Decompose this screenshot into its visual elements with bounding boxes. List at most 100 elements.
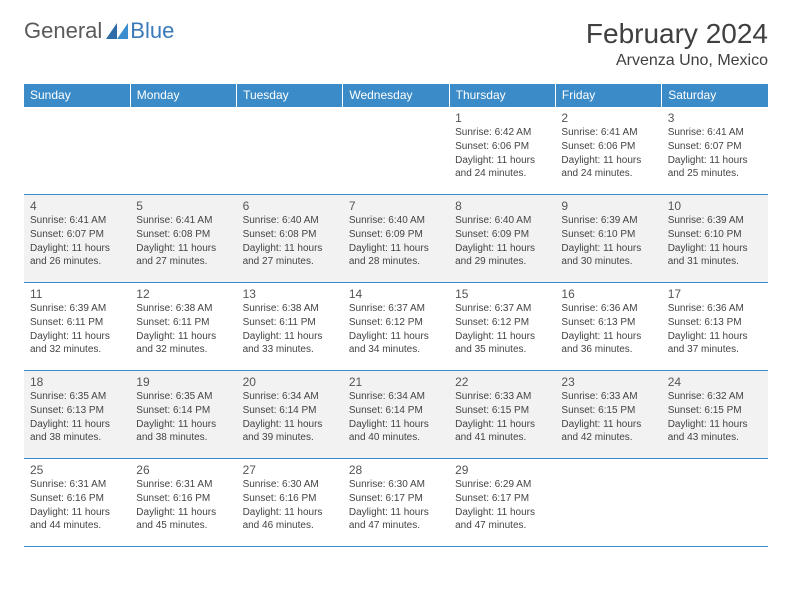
- day-number: 15: [455, 287, 549, 301]
- sunrise-text: Sunrise: 6:32 AM: [668, 390, 762, 403]
- weekday-header-row: Sunday Monday Tuesday Wednesday Thursday…: [24, 84, 768, 107]
- weekday-header: Thursday: [449, 84, 555, 107]
- sunrise-text: Sunrise: 6:33 AM: [561, 390, 655, 403]
- day-number: 20: [243, 375, 337, 389]
- calendar-cell: 6Sunrise: 6:40 AMSunset: 6:08 PMDaylight…: [237, 195, 343, 283]
- sunrise-text: Sunrise: 6:40 AM: [349, 214, 443, 227]
- daylight-text: Daylight: 11 hours and 27 minutes.: [136, 242, 230, 268]
- page-title: February 2024: [586, 18, 768, 50]
- calendar-cell: [130, 107, 236, 195]
- calendar-cell: [555, 459, 661, 547]
- day-number: 29: [455, 463, 549, 477]
- title-block: February 2024 Arvenza Uno, Mexico: [586, 18, 768, 70]
- daylight-text: Daylight: 11 hours and 24 minutes.: [561, 154, 655, 180]
- weekday-header: Sunday: [24, 84, 130, 107]
- calendar-cell: 17Sunrise: 6:36 AMSunset: 6:13 PMDayligh…: [662, 283, 768, 371]
- day-number: 25: [30, 463, 124, 477]
- sunrise-text: Sunrise: 6:36 AM: [561, 302, 655, 315]
- calendar-cell: [662, 459, 768, 547]
- daylight-text: Daylight: 11 hours and 37 minutes.: [668, 330, 762, 356]
- daylight-text: Daylight: 11 hours and 34 minutes.: [349, 330, 443, 356]
- daylight-text: Daylight: 11 hours and 27 minutes.: [243, 242, 337, 268]
- calendar-cell: 8Sunrise: 6:40 AMSunset: 6:09 PMDaylight…: [449, 195, 555, 283]
- sunrise-text: Sunrise: 6:34 AM: [243, 390, 337, 403]
- calendar-cell: 18Sunrise: 6:35 AMSunset: 6:13 PMDayligh…: [24, 371, 130, 459]
- day-number: 4: [30, 199, 124, 213]
- sunrise-text: Sunrise: 6:35 AM: [136, 390, 230, 403]
- calendar-cell: 21Sunrise: 6:34 AMSunset: 6:14 PMDayligh…: [343, 371, 449, 459]
- weekday-header: Tuesday: [237, 84, 343, 107]
- sunset-text: Sunset: 6:15 PM: [668, 404, 762, 417]
- weekday-header: Friday: [555, 84, 661, 107]
- weekday-header: Saturday: [662, 84, 768, 107]
- day-number: 27: [243, 463, 337, 477]
- sunset-text: Sunset: 6:08 PM: [243, 228, 337, 241]
- sunrise-text: Sunrise: 6:35 AM: [30, 390, 124, 403]
- calendar-cell: 25Sunrise: 6:31 AMSunset: 6:16 PMDayligh…: [24, 459, 130, 547]
- calendar-cell: 12Sunrise: 6:38 AMSunset: 6:11 PMDayligh…: [130, 283, 236, 371]
- calendar-cell: 22Sunrise: 6:33 AMSunset: 6:15 PMDayligh…: [449, 371, 555, 459]
- brand-part1: General: [24, 18, 102, 44]
- daylight-text: Daylight: 11 hours and 47 minutes.: [455, 506, 549, 532]
- sunrise-text: Sunrise: 6:41 AM: [136, 214, 230, 227]
- sunrise-text: Sunrise: 6:38 AM: [243, 302, 337, 315]
- calendar-cell: [237, 107, 343, 195]
- sunrise-text: Sunrise: 6:39 AM: [561, 214, 655, 227]
- sunset-text: Sunset: 6:11 PM: [30, 316, 124, 329]
- calendar-cell: 10Sunrise: 6:39 AMSunset: 6:10 PMDayligh…: [662, 195, 768, 283]
- sunrise-text: Sunrise: 6:39 AM: [668, 214, 762, 227]
- daylight-text: Daylight: 11 hours and 26 minutes.: [30, 242, 124, 268]
- sunrise-text: Sunrise: 6:33 AM: [455, 390, 549, 403]
- calendar-cell: 20Sunrise: 6:34 AMSunset: 6:14 PMDayligh…: [237, 371, 343, 459]
- location-label: Arvenza Uno, Mexico: [586, 52, 768, 70]
- sunrise-text: Sunrise: 6:34 AM: [349, 390, 443, 403]
- sunrise-text: Sunrise: 6:30 AM: [243, 478, 337, 491]
- sunset-text: Sunset: 6:16 PM: [136, 492, 230, 505]
- weekday-header: Monday: [130, 84, 236, 107]
- calendar-cell: 1Sunrise: 6:42 AMSunset: 6:06 PMDaylight…: [449, 107, 555, 195]
- sunset-text: Sunset: 6:12 PM: [349, 316, 443, 329]
- sunset-text: Sunset: 6:16 PM: [30, 492, 124, 505]
- sunset-text: Sunset: 6:14 PM: [136, 404, 230, 417]
- sunset-text: Sunset: 6:10 PM: [668, 228, 762, 241]
- day-number: 7: [349, 199, 443, 213]
- calendar-cell: 11Sunrise: 6:39 AMSunset: 6:11 PMDayligh…: [24, 283, 130, 371]
- brand-part2: Blue: [130, 18, 174, 44]
- sunrise-text: Sunrise: 6:30 AM: [349, 478, 443, 491]
- daylight-text: Daylight: 11 hours and 33 minutes.: [243, 330, 337, 356]
- sunset-text: Sunset: 6:17 PM: [349, 492, 443, 505]
- sunset-text: Sunset: 6:08 PM: [136, 228, 230, 241]
- sunrise-text: Sunrise: 6:40 AM: [455, 214, 549, 227]
- daylight-text: Daylight: 11 hours and 25 minutes.: [668, 154, 762, 180]
- sunrise-text: Sunrise: 6:38 AM: [136, 302, 230, 315]
- day-number: 24: [668, 375, 762, 389]
- sunset-text: Sunset: 6:15 PM: [455, 404, 549, 417]
- sunset-text: Sunset: 6:10 PM: [561, 228, 655, 241]
- sunset-text: Sunset: 6:15 PM: [561, 404, 655, 417]
- sunset-text: Sunset: 6:11 PM: [136, 316, 230, 329]
- calendar-week-row: 11Sunrise: 6:39 AMSunset: 6:11 PMDayligh…: [24, 283, 768, 371]
- daylight-text: Daylight: 11 hours and 39 minutes.: [243, 418, 337, 444]
- sunrise-text: Sunrise: 6:36 AM: [668, 302, 762, 315]
- day-number: 3: [668, 111, 762, 125]
- weekday-header: Wednesday: [343, 84, 449, 107]
- sunrise-text: Sunrise: 6:40 AM: [243, 214, 337, 227]
- calendar-table: Sunday Monday Tuesday Wednesday Thursday…: [24, 84, 768, 547]
- calendar-week-row: 4Sunrise: 6:41 AMSunset: 6:07 PMDaylight…: [24, 195, 768, 283]
- daylight-text: Daylight: 11 hours and 30 minutes.: [561, 242, 655, 268]
- sunrise-text: Sunrise: 6:29 AM: [455, 478, 549, 491]
- daylight-text: Daylight: 11 hours and 24 minutes.: [455, 154, 549, 180]
- sunrise-text: Sunrise: 6:42 AM: [455, 126, 549, 139]
- day-number: 22: [455, 375, 549, 389]
- daylight-text: Daylight: 11 hours and 31 minutes.: [668, 242, 762, 268]
- calendar-cell: 24Sunrise: 6:32 AMSunset: 6:15 PMDayligh…: [662, 371, 768, 459]
- day-number: 18: [30, 375, 124, 389]
- calendar-cell: 4Sunrise: 6:41 AMSunset: 6:07 PMDaylight…: [24, 195, 130, 283]
- calendar-cell: 28Sunrise: 6:30 AMSunset: 6:17 PMDayligh…: [343, 459, 449, 547]
- day-number: 28: [349, 463, 443, 477]
- brand-logo: General Blue: [24, 18, 174, 44]
- daylight-text: Daylight: 11 hours and 28 minutes.: [349, 242, 443, 268]
- daylight-text: Daylight: 11 hours and 44 minutes.: [30, 506, 124, 532]
- calendar-cell: 19Sunrise: 6:35 AMSunset: 6:14 PMDayligh…: [130, 371, 236, 459]
- header: General Blue February 2024 Arvenza Uno, …: [24, 18, 768, 70]
